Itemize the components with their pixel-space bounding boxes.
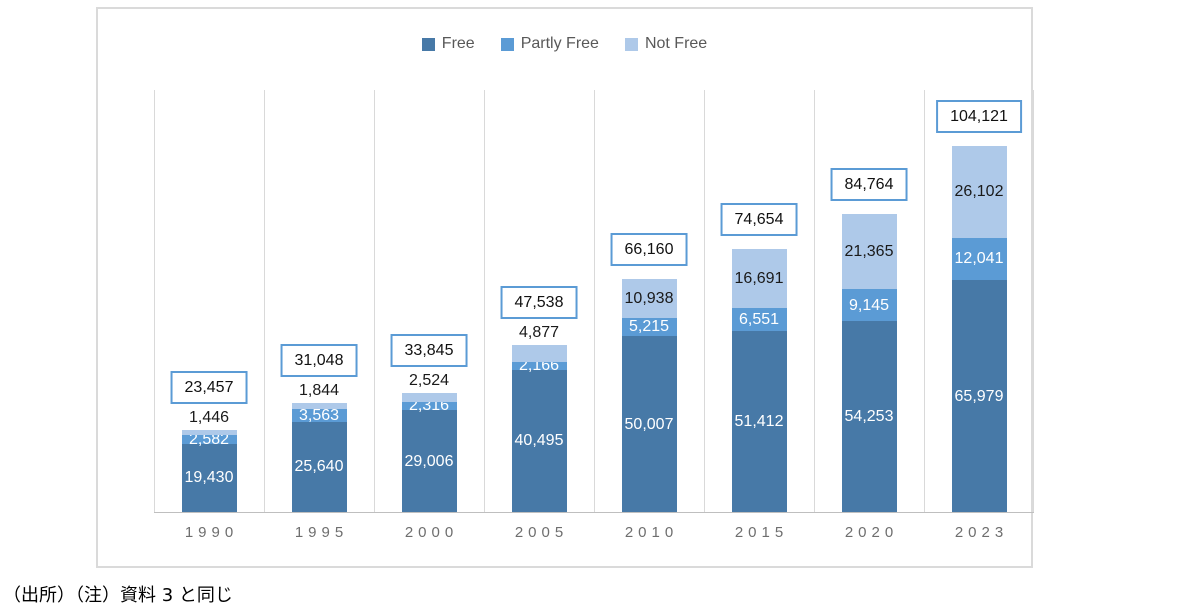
bar-segment-label: 2,582 bbox=[188, 430, 230, 448]
legend-swatch-icon bbox=[624, 37, 638, 51]
total-label-box: 104,121 bbox=[936, 99, 1022, 133]
outside-value-label: 2,524 bbox=[408, 371, 450, 389]
bar-segment-partly-free bbox=[951, 237, 1007, 280]
legend: Free Partly Free Not Free bbox=[98, 35, 1031, 53]
bar-segment-partly-free bbox=[841, 289, 897, 322]
bar-segment-label: 19,430 bbox=[184, 469, 234, 487]
bar-segment-free bbox=[841, 321, 897, 512]
total-label-box: 33,845 bbox=[390, 333, 468, 367]
bar-segment-label: 54,253 bbox=[844, 408, 894, 426]
legend-label: Not Free bbox=[644, 35, 708, 52]
bar-segment-not-free bbox=[401, 392, 457, 402]
source-note: （出所）（注）資料 3 と同じ bbox=[3, 585, 233, 606]
legend-label: Free bbox=[441, 35, 475, 52]
bar-segment-partly-free bbox=[731, 308, 787, 332]
gridline bbox=[264, 90, 265, 512]
total-label-box: 84,764 bbox=[830, 167, 908, 201]
bar-segment-not-free bbox=[951, 145, 1007, 238]
bar-segment-partly-free bbox=[291, 409, 347, 422]
bar-segment-partly-free bbox=[181, 434, 237, 444]
gridline bbox=[374, 90, 375, 512]
total-label-box: 66,160 bbox=[610, 233, 688, 267]
bar-segment-free bbox=[291, 421, 347, 512]
x-tick-label: 2020 bbox=[844, 524, 899, 541]
gridline bbox=[594, 90, 595, 512]
bar-segment-not-free bbox=[621, 279, 677, 318]
x-tick-label: 2023 bbox=[954, 524, 1009, 541]
bar-segment-free bbox=[951, 279, 1007, 512]
bar-segment-free bbox=[181, 443, 237, 512]
bar-segment-label: 40,495 bbox=[514, 432, 564, 450]
gridline bbox=[154, 90, 155, 512]
gridline bbox=[924, 90, 925, 512]
total-label-box: 31,048 bbox=[280, 343, 358, 377]
bar-segment-label: 12,041 bbox=[954, 250, 1004, 268]
legend-swatch-icon bbox=[500, 37, 514, 51]
gridline bbox=[814, 90, 815, 512]
bar-segment-free bbox=[401, 410, 457, 512]
gridline bbox=[484, 90, 485, 512]
bar-segment-label: 26,102 bbox=[954, 183, 1004, 201]
legend-item-partly-free: Partly Free bbox=[500, 35, 599, 53]
bar-segment-label: 3,563 bbox=[298, 407, 340, 425]
bar-segment-free bbox=[621, 336, 677, 512]
bar-segment-partly-free bbox=[511, 361, 567, 370]
outside-value-label: 1,446 bbox=[188, 408, 230, 426]
total-label-box: 23,457 bbox=[170, 370, 248, 404]
bar-segment-free bbox=[731, 331, 787, 512]
legend-label: Partly Free bbox=[520, 35, 599, 52]
outside-value-label: 4,877 bbox=[518, 323, 560, 341]
bar-segment-not-free bbox=[511, 344, 567, 362]
bar-segment-label: 65,979 bbox=[954, 387, 1004, 405]
bar-segment-not-free bbox=[731, 249, 787, 309]
bar-segment-not-free bbox=[181, 429, 237, 435]
legend-swatch-icon bbox=[421, 37, 435, 51]
gridline bbox=[704, 90, 705, 512]
legend-item-not-free: Not Free bbox=[624, 35, 708, 53]
bar-segment-label: 9,145 bbox=[848, 296, 890, 314]
bar-segment-partly-free bbox=[621, 317, 677, 337]
x-tick-label: 1995 bbox=[294, 524, 349, 541]
bar-segment-label: 51,412 bbox=[734, 413, 784, 431]
gridline bbox=[1033, 90, 1034, 512]
bar-segment-not-free bbox=[841, 213, 897, 290]
x-tick-label: 2000 bbox=[404, 524, 459, 541]
plot-area: 19,430 2,582 1,446 23,457 1990 25,640 3,563 1,8… bbox=[154, 90, 1034, 541]
x-tick-label: 1990 bbox=[184, 524, 239, 541]
bar-segment-label: 5,215 bbox=[628, 318, 670, 336]
bar-segment-label: 25,640 bbox=[294, 458, 344, 476]
bar-segment-label: 21,365 bbox=[844, 242, 894, 260]
bar-segment-not-free bbox=[291, 402, 347, 410]
outside-value-label: 1,844 bbox=[298, 381, 340, 399]
bar-segment-label: 10,938 bbox=[624, 290, 674, 308]
x-tick-label: 2005 bbox=[514, 524, 569, 541]
bar-segment-label: 6,551 bbox=[738, 311, 780, 329]
bar-segment-label: 50,007 bbox=[624, 415, 674, 433]
bar-segment-label: 29,006 bbox=[404, 452, 454, 470]
bar-segment-label: 16,691 bbox=[734, 270, 784, 288]
legend-item-free: Free bbox=[421, 35, 475, 53]
x-tick-label: 2015 bbox=[734, 524, 789, 541]
x-axis-line bbox=[154, 512, 1034, 513]
chart-frame: Free Partly Free Not Free 19,430 2,582 1,446… bbox=[96, 7, 1034, 568]
x-tick-label: 2010 bbox=[624, 524, 679, 541]
total-label-box: 47,538 bbox=[500, 285, 578, 319]
total-label-box: 74,654 bbox=[720, 203, 798, 237]
bar-segment-partly-free bbox=[401, 401, 457, 410]
bar-segment-free bbox=[511, 369, 567, 512]
